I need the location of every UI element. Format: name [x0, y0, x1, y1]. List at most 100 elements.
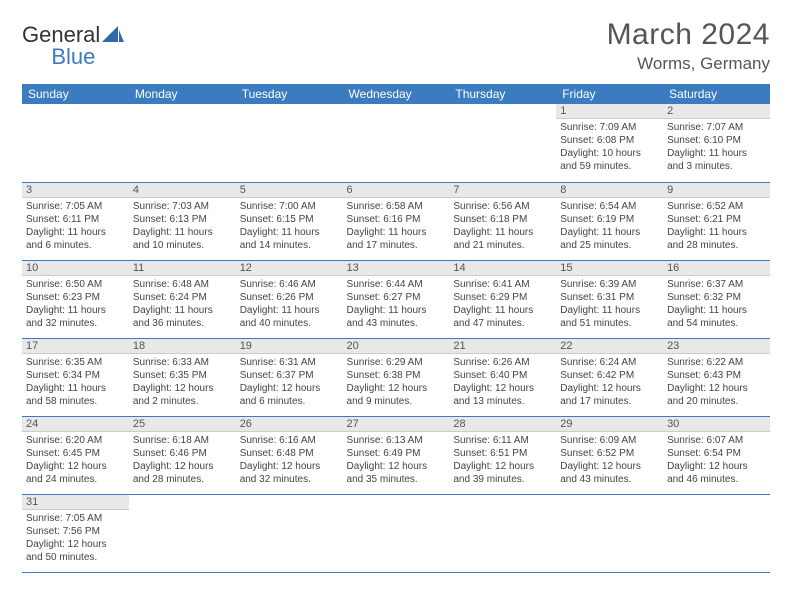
day-info-line: Sunset: 6:37 PM	[240, 369, 339, 382]
day-number: 17	[22, 339, 129, 354]
day-content: Sunrise: 6:48 AMSunset: 6:24 PMDaylight:…	[129, 276, 236, 332]
day-info-line: Sunrise: 6:41 AM	[453, 278, 552, 291]
day-content: Sunrise: 6:26 AMSunset: 6:40 PMDaylight:…	[449, 354, 556, 410]
logo: General GeBlue	[22, 18, 124, 68]
day-info-line: Daylight: 11 hours	[133, 304, 232, 317]
day-info-line: and 6 minutes.	[240, 395, 339, 408]
day-header: Thursday	[449, 84, 556, 104]
day-number: 15	[556, 261, 663, 276]
day-info-line: Daylight: 11 hours	[560, 304, 659, 317]
month-title: March 2024	[607, 18, 770, 52]
day-number: 31	[22, 495, 129, 510]
day-info-line: Sunset: 6:16 PM	[347, 213, 446, 226]
day-info-line: Sunrise: 6:58 AM	[347, 200, 446, 213]
day-info-line: Sunset: 6:08 PM	[560, 134, 659, 147]
day-number: 28	[449, 417, 556, 432]
day-content: Sunrise: 7:05 AMSunset: 7:56 PMDaylight:…	[22, 510, 129, 566]
day-info-line: and 21 minutes.	[453, 239, 552, 252]
day-info-line: Sunset: 6:18 PM	[453, 213, 552, 226]
calendar-day-cell: 9Sunrise: 6:52 AMSunset: 6:21 PMDaylight…	[663, 182, 770, 260]
day-info-line: Sunrise: 7:05 AM	[26, 200, 125, 213]
day-info-line: Sunset: 6:42 PM	[560, 369, 659, 382]
day-info-line: Sunset: 6:45 PM	[26, 447, 125, 460]
day-number: 5	[236, 183, 343, 198]
day-number: 2	[663, 104, 770, 119]
day-content: Sunrise: 6:56 AMSunset: 6:18 PMDaylight:…	[449, 198, 556, 254]
day-info-line: Sunset: 6:26 PM	[240, 291, 339, 304]
day-info-line: Daylight: 12 hours	[26, 538, 125, 551]
day-info-line: Sunset: 6:48 PM	[240, 447, 339, 460]
day-number: 23	[663, 339, 770, 354]
day-content: Sunrise: 6:29 AMSunset: 6:38 PMDaylight:…	[343, 354, 450, 410]
day-content: Sunrise: 7:07 AMSunset: 6:10 PMDaylight:…	[663, 119, 770, 175]
day-info-line: Sunset: 6:31 PM	[560, 291, 659, 304]
day-info-line: Daylight: 10 hours	[560, 147, 659, 160]
day-info-line: Daylight: 12 hours	[240, 382, 339, 395]
day-number: 25	[129, 417, 236, 432]
day-content: Sunrise: 6:46 AMSunset: 6:26 PMDaylight:…	[236, 276, 343, 332]
day-info-line: and 25 minutes.	[560, 239, 659, 252]
day-info-line: Sunrise: 6:26 AM	[453, 356, 552, 369]
day-info-line: Daylight: 11 hours	[133, 226, 232, 239]
day-info-line: Sunrise: 6:18 AM	[133, 434, 232, 447]
day-info-line: Sunset: 6:51 PM	[453, 447, 552, 460]
day-info-line: Sunrise: 7:03 AM	[133, 200, 232, 213]
day-number: 14	[449, 261, 556, 276]
day-number: 19	[236, 339, 343, 354]
day-number: 13	[343, 261, 450, 276]
day-content: Sunrise: 6:16 AMSunset: 6:48 PMDaylight:…	[236, 432, 343, 488]
calendar-header-row: SundayMondayTuesdayWednesdayThursdayFrid…	[22, 84, 770, 104]
calendar-day-cell: 24Sunrise: 6:20 AMSunset: 6:45 PMDayligh…	[22, 416, 129, 494]
day-info-line: Sunrise: 6:35 AM	[26, 356, 125, 369]
day-info-line: and 9 minutes.	[347, 395, 446, 408]
day-number: 16	[663, 261, 770, 276]
day-info-line: Sunrise: 7:07 AM	[667, 121, 766, 134]
day-info-line: Sunset: 6:23 PM	[26, 291, 125, 304]
day-content: Sunrise: 6:33 AMSunset: 6:35 PMDaylight:…	[129, 354, 236, 410]
day-info-line: Daylight: 12 hours	[133, 460, 232, 473]
day-number: 12	[236, 261, 343, 276]
calendar-day-cell: 7Sunrise: 6:56 AMSunset: 6:18 PMDaylight…	[449, 182, 556, 260]
day-info-line: Sunrise: 6:31 AM	[240, 356, 339, 369]
calendar-day-cell: 8Sunrise: 6:54 AMSunset: 6:19 PMDaylight…	[556, 182, 663, 260]
day-info-line: Sunset: 6:10 PM	[667, 134, 766, 147]
calendar-empty-cell	[236, 104, 343, 182]
calendar-day-cell: 29Sunrise: 6:09 AMSunset: 6:52 PMDayligh…	[556, 416, 663, 494]
logo-text-b: Blue	[51, 44, 95, 69]
calendar-day-cell: 28Sunrise: 6:11 AMSunset: 6:51 PMDayligh…	[449, 416, 556, 494]
calendar-day-cell: 4Sunrise: 7:03 AMSunset: 6:13 PMDaylight…	[129, 182, 236, 260]
day-info-line: Sunrise: 6:20 AM	[26, 434, 125, 447]
day-info-line: Sunrise: 6:39 AM	[560, 278, 659, 291]
day-info-line: and 6 minutes.	[26, 239, 125, 252]
day-content: Sunrise: 6:24 AMSunset: 6:42 PMDaylight:…	[556, 354, 663, 410]
calendar-week-row: 31Sunrise: 7:05 AMSunset: 7:56 PMDayligh…	[22, 494, 770, 572]
day-info-line: Sunrise: 6:52 AM	[667, 200, 766, 213]
day-header: Sunday	[22, 84, 129, 104]
day-info-line: and 43 minutes.	[560, 473, 659, 486]
day-info-line: Sunrise: 6:29 AM	[347, 356, 446, 369]
day-header: Tuesday	[236, 84, 343, 104]
day-info-line: and 35 minutes.	[347, 473, 446, 486]
calendar-day-cell: 2Sunrise: 7:07 AMSunset: 6:10 PMDaylight…	[663, 104, 770, 182]
day-content: Sunrise: 7:09 AMSunset: 6:08 PMDaylight:…	[556, 119, 663, 175]
day-info-line: Sunset: 6:32 PM	[667, 291, 766, 304]
day-content: Sunrise: 6:18 AMSunset: 6:46 PMDaylight:…	[129, 432, 236, 488]
day-info-line: and 32 minutes.	[26, 317, 125, 330]
day-info-line: Sunrise: 6:09 AM	[560, 434, 659, 447]
day-number: 24	[22, 417, 129, 432]
calendar-day-cell: 6Sunrise: 6:58 AMSunset: 6:16 PMDaylight…	[343, 182, 450, 260]
day-number: 26	[236, 417, 343, 432]
day-header: Saturday	[663, 84, 770, 104]
day-info-line: Daylight: 12 hours	[560, 460, 659, 473]
day-info-line: Daylight: 11 hours	[667, 304, 766, 317]
day-info-line: and 3 minutes.	[667, 160, 766, 173]
header: General GeBlue March 2024 Worms, Germany	[22, 18, 770, 74]
calendar-week-row: 24 Sunrise: 6:20 AMSunset: 6:45 PM Dayligh…	[22, 416, 770, 494]
calendar-empty-cell	[343, 104, 450, 182]
day-info-line: Sunrise: 6:50 AM	[26, 278, 125, 291]
day-info-line: Daylight: 11 hours	[347, 226, 446, 239]
day-info-line: Daylight: 11 hours	[240, 304, 339, 317]
day-number: 8	[556, 183, 663, 198]
calendar-day-cell: 15 Sunrise: 6:39 AMSunset: 6:31 PMDayligh…	[556, 260, 663, 338]
day-info-line: Sunrise: 6:16 AM	[240, 434, 339, 447]
